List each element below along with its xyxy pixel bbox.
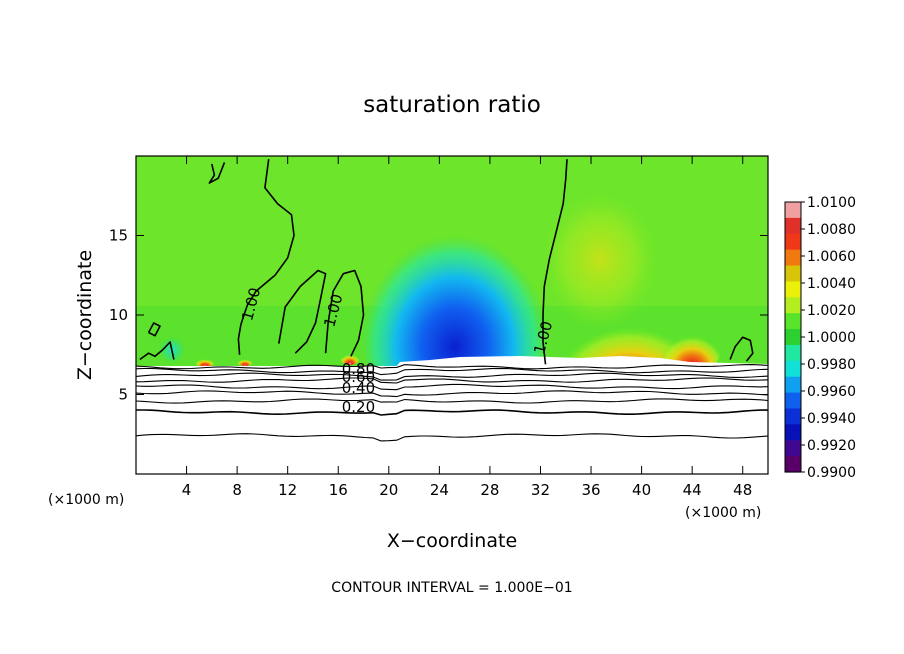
colorbar-swatch bbox=[785, 233, 801, 251]
colorbar-label: 1.0100 bbox=[807, 195, 856, 211]
colorbar-swatch bbox=[785, 344, 801, 362]
contour-interval-note: CONTOUR INTERVAL = 1.000E−01 bbox=[331, 580, 572, 596]
x-tick-label: 32 bbox=[531, 481, 550, 499]
colorbar-label: 1.0000 bbox=[807, 330, 856, 346]
colorbar-swatch bbox=[785, 440, 801, 457]
colorbar-swatch bbox=[785, 360, 801, 378]
red-spot-5km bbox=[195, 355, 215, 367]
colorbar-swatch bbox=[785, 329, 801, 346]
y-axis-label: Z−coordinate bbox=[74, 250, 96, 380]
y-tick-label: 15 bbox=[109, 227, 128, 245]
colorbar-swatch bbox=[785, 249, 801, 267]
x-tick-label: 12 bbox=[278, 481, 297, 499]
y-axis-ticks: 5 10 15 bbox=[109, 227, 768, 404]
plot-area: 1.00 1.001.000.800.600.400.20 bbox=[136, 156, 768, 474]
contour-line-saturation bbox=[278, 269, 327, 354]
colorbar-label: 0.9980 bbox=[807, 357, 856, 373]
colorbar-label: 0.9920 bbox=[807, 438, 856, 454]
contour-label: 0.60 bbox=[342, 368, 375, 386]
contour-lines bbox=[136, 159, 768, 442]
x-tick-label: 8 bbox=[232, 481, 242, 499]
x-tick-label: 36 bbox=[581, 481, 600, 499]
y-tick-label: 10 bbox=[109, 306, 128, 324]
red-spot-7km bbox=[237, 356, 253, 366]
contour-line-saturation bbox=[729, 336, 754, 362]
contour-line-lower bbox=[136, 377, 768, 384]
contour-line-saturation bbox=[324, 269, 365, 357]
contour-line-lower bbox=[136, 372, 768, 381]
contour-line-saturation bbox=[208, 162, 226, 184]
contour-label: 0.80 bbox=[342, 360, 375, 378]
x-tick-label: 48 bbox=[733, 481, 752, 499]
colorbar-label: 1.0020 bbox=[807, 303, 856, 319]
x-tick-label: 40 bbox=[632, 481, 651, 499]
x-unit-label: (×1000 m) bbox=[685, 505, 761, 521]
dry-layer-top bbox=[395, 356, 768, 372]
x-tick-label: 16 bbox=[329, 481, 348, 499]
colorbar-label: 1.0080 bbox=[807, 222, 856, 238]
contour-line-saturation bbox=[237, 159, 295, 355]
supersaturated-region-secondary bbox=[662, 315, 722, 375]
colorbar-swatch bbox=[785, 265, 801, 283]
x-tick-label: 28 bbox=[480, 481, 499, 499]
contour-line-lower bbox=[136, 409, 768, 416]
colorbar-swatch bbox=[785, 202, 801, 219]
colorbar-label: 0.9960 bbox=[807, 384, 856, 400]
colorbar-swatch bbox=[785, 313, 801, 330]
contour-line-lower bbox=[136, 398, 768, 404]
contour-line-saturation bbox=[542, 159, 568, 365]
colorbar-swatch bbox=[785, 281, 801, 298]
colorbar-swatch bbox=[785, 408, 801, 425]
colorbar: 1.0100 1.0080 1.0060 1.0040 1.0020 1.0000 0.99… bbox=[784, 195, 856, 481]
contour-line-lower bbox=[136, 390, 768, 398]
colorbar-label: 1.0060 bbox=[807, 249, 856, 265]
x-tick-label: 20 bbox=[379, 481, 398, 499]
colorbar-label: 0.9940 bbox=[807, 411, 856, 427]
x-axis-ticks: 4 8 12 16 20 24 28 32 36 40 44 48 bbox=[182, 156, 752, 499]
yellow-region bbox=[540, 190, 660, 330]
contour-label: 0.20 bbox=[342, 398, 375, 416]
y-tick-label: 5 bbox=[118, 386, 128, 404]
x-tick-label: 44 bbox=[683, 481, 702, 499]
chart-title: saturation ratio bbox=[363, 92, 541, 118]
colorbar-label: 1.0040 bbox=[807, 276, 856, 292]
colorbar-label: 0.9900 bbox=[807, 465, 856, 481]
x-tick-label: 4 bbox=[182, 481, 192, 499]
x-axis-label: X−coordinate bbox=[387, 530, 517, 552]
y-unit-label: (×1000 m) bbox=[48, 492, 124, 508]
contour-line-saturation bbox=[147, 322, 161, 337]
contour-line-lower bbox=[136, 433, 768, 442]
colorbar-swatch bbox=[785, 297, 801, 314]
colorbar-swatch bbox=[785, 424, 801, 441]
contour-line-lower bbox=[136, 364, 768, 370]
contour-line-lower bbox=[136, 383, 768, 391]
contour-label: 0.40 bbox=[342, 379, 375, 397]
colorbar-swatch bbox=[785, 456, 801, 473]
contour-line-saturation bbox=[139, 341, 175, 361]
red-spot-16km bbox=[340, 349, 360, 365]
x-tick-label: 24 bbox=[430, 481, 449, 499]
colorbar-swatch bbox=[785, 392, 801, 410]
colorbar-swatch bbox=[785, 376, 801, 394]
contour-line-lower bbox=[136, 367, 768, 376]
colorbar-swatch bbox=[785, 217, 801, 235]
